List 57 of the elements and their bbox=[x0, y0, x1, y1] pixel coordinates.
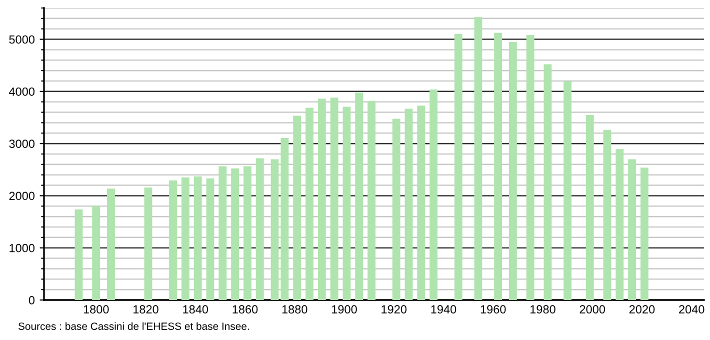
bar bbox=[603, 130, 612, 300]
bar bbox=[181, 177, 190, 300]
bar bbox=[355, 92, 364, 300]
bar bbox=[318, 98, 326, 300]
y-tick-label: 1000 bbox=[10, 244, 35, 252]
bar bbox=[306, 108, 314, 300]
x-tick-label: 1960 bbox=[480, 305, 506, 314]
y-tick-label: 3000 bbox=[9, 140, 35, 148]
bar bbox=[508, 42, 517, 300]
x-tick-label: 2000 bbox=[580, 305, 606, 314]
x-tick-label: 1860 bbox=[232, 305, 258, 314]
bar bbox=[368, 100, 376, 300]
bar bbox=[628, 159, 636, 300]
x-tick-label: 1940 bbox=[431, 305, 456, 314]
bar bbox=[586, 115, 594, 300]
bar bbox=[92, 206, 100, 300]
bar bbox=[417, 106, 426, 300]
bar bbox=[218, 166, 227, 300]
bar bbox=[243, 166, 252, 300]
bar bbox=[544, 64, 552, 300]
bar bbox=[206, 178, 214, 300]
bar bbox=[293, 116, 302, 300]
x-tick-label: 1820 bbox=[134, 305, 158, 314]
bar bbox=[430, 90, 438, 300]
x-tick-label: 1880 bbox=[282, 305, 308, 314]
source-note: Sources : base Cassini de l'EHESS et base Insee. bbox=[18, 322, 249, 330]
bar bbox=[392, 118, 400, 300]
bar bbox=[194, 176, 202, 300]
y-tick-label: 4000 bbox=[8, 87, 35, 96]
bar bbox=[454, 34, 462, 300]
bar bbox=[270, 159, 279, 300]
bar bbox=[169, 180, 177, 300]
bar bbox=[526, 34, 534, 300]
bar bbox=[342, 106, 351, 300]
bar bbox=[256, 158, 264, 300]
bar bbox=[404, 108, 413, 300]
x-tick-label: 2040 bbox=[679, 305, 704, 314]
bar bbox=[107, 188, 115, 300]
bar bbox=[494, 32, 502, 300]
bar bbox=[74, 209, 83, 300]
y-tick-label: 0 bbox=[28, 296, 35, 304]
bar bbox=[640, 168, 648, 300]
y-tick-label: 2000 bbox=[9, 192, 35, 200]
bar bbox=[330, 98, 338, 300]
bar bbox=[144, 188, 152, 300]
x-tick-label: 1840 bbox=[183, 305, 208, 314]
bar bbox=[474, 17, 482, 300]
bar bbox=[564, 81, 572, 300]
bar bbox=[280, 138, 289, 300]
x-tick-label: 1980 bbox=[530, 305, 556, 314]
y-tick-label: 5000 bbox=[9, 35, 35, 44]
bar bbox=[616, 149, 624, 300]
x-tick-label: 1900 bbox=[332, 305, 357, 314]
bar bbox=[231, 168, 240, 300]
x-tick-label: 1800 bbox=[84, 305, 109, 314]
x-tick-label: 2020 bbox=[629, 305, 655, 314]
x-tick-label: 1920 bbox=[382, 305, 407, 314]
